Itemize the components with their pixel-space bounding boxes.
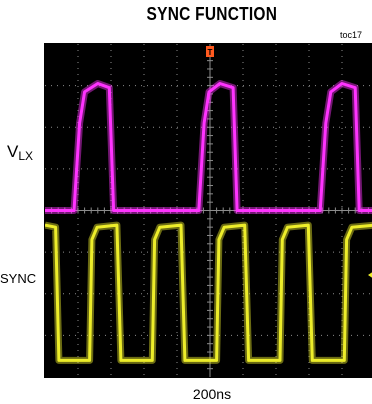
traces <box>45 80 372 364</box>
vlx-channel-label: VLX <box>7 142 34 163</box>
sync-channel-label: SYNC <box>0 271 37 286</box>
trigger-marker-icon <box>206 46 214 57</box>
markers: T <box>206 46 372 278</box>
sync-trace <box>45 223 372 362</box>
timebase-label: 200ns <box>192 386 232 402</box>
trigger-level-icon <box>368 272 372 278</box>
figure-id-label: toc17 <box>340 30 363 40</box>
trigger-marker-label: T <box>208 48 213 57</box>
vlx-trace <box>45 82 372 212</box>
chart-title: SYNC FUNCTION <box>146 4 278 24</box>
sync-trace-glow <box>45 221 372 364</box>
oscilloscope-screen: T <box>44 43 372 378</box>
plot-area: T <box>45 44 372 377</box>
